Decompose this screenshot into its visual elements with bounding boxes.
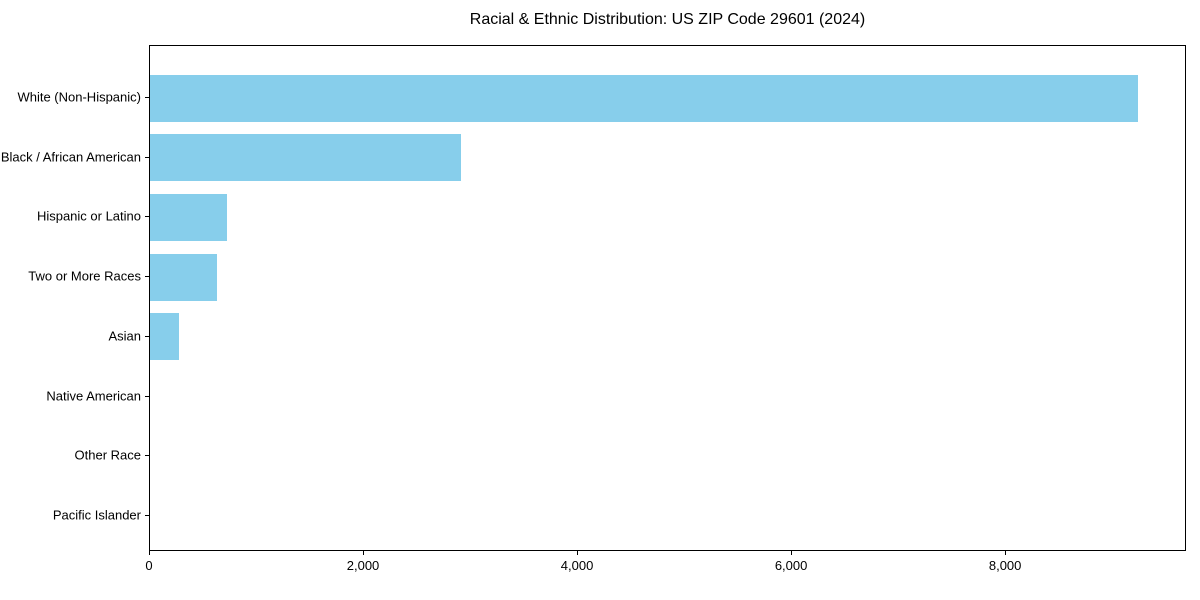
bar [150,74,1138,122]
chart-title: Racial & Ethnic Distribution: US ZIP Cod… [469,11,866,28]
x-tick-mark [577,551,579,555]
y-tick-label: Pacific Islander [52,507,141,523]
y-tick-label: Native American [46,388,141,403]
bar [150,193,228,241]
x-tick-label: 8,000 [988,558,1022,573]
bar [150,313,179,361]
bar [150,253,218,301]
y-tick-mark [145,216,149,218]
y-tick-mark [145,97,149,98]
y-tick-mark [145,276,149,278]
y-tick-label: Hispanic or Latino [36,208,141,224]
bar [150,134,462,182]
x-tick-mark [791,551,793,555]
y-tick-mark [145,395,149,397]
y-tick-mark [145,335,149,337]
plot-area [149,45,1186,551]
x-tick-mark [149,551,150,555]
x-tick-label: 2,000 [346,558,380,573]
y-tick-label: White (Non-Hispanic) [17,89,141,105]
y-tick-mark [145,455,149,457]
y-tick-label: Other Race [74,447,141,463]
y-tick-label: Asian [108,328,141,344]
y-tick-label: Black / African American [0,149,141,165]
y-tick-label: Two or More Races [28,268,141,284]
y-tick-mark [145,156,149,158]
x-tick-mark [363,551,365,555]
x-tick-mark [1005,551,1007,555]
x-tick-label: 0 [145,558,153,573]
x-tick-label: 4,000 [560,558,594,573]
x-tick-label: 6,000 [774,558,808,573]
y-tick-mark [145,514,149,516]
